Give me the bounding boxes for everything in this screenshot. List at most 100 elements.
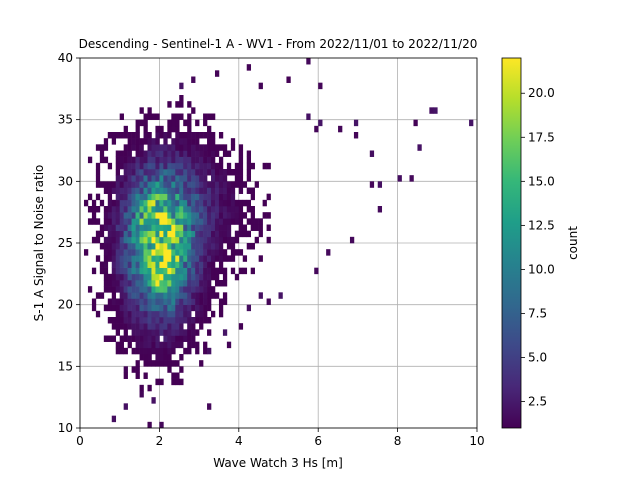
heatmap-cell: [207, 292, 212, 299]
heatmap-cell: [203, 175, 208, 182]
heatmap-cell: [167, 175, 172, 182]
heatmap-cell: [203, 341, 208, 349]
heatmap-cell: [199, 230, 204, 238]
heatmap-cell: [127, 255, 132, 262]
heatmap-cell: [179, 341, 184, 349]
heatmap-cell: [119, 206, 124, 213]
heatmap-cell: [87, 218, 93, 225]
heatmap-cell: [111, 249, 117, 256]
heatmap-cell: [314, 125, 319, 133]
heatmap-cell: [266, 193, 271, 201]
heatmap-cell: [238, 218, 244, 225]
heatmap-cell: [187, 335, 192, 342]
heatmap-cell: [218, 156, 224, 164]
heatmap-cell: [183, 335, 188, 342]
heatmap-cell: [191, 175, 196, 182]
heatmap-cell: [179, 175, 184, 182]
heatmap-cell: [195, 150, 200, 157]
heatmap-cell: [195, 292, 200, 299]
heatmap-cell: [203, 292, 208, 299]
heatmap-cell: [115, 255, 120, 262]
heatmap-cell: [187, 125, 192, 133]
heatmap-cell: [187, 236, 192, 244]
heatmap-cell: [167, 119, 172, 127]
heatmap-cell: [167, 249, 172, 256]
x-axis-label: Wave Watch 3 Hs [m]: [213, 456, 343, 470]
heatmap-cell: [123, 323, 128, 330]
heatmap-cell: [187, 286, 192, 293]
heatmap-cell: [147, 267, 152, 275]
heatmap-cell: [214, 150, 220, 157]
heatmap-cell: [207, 199, 212, 207]
heatmap-cell: [127, 286, 132, 293]
heatmap-cell: [203, 298, 208, 305]
heatmap-cell: [163, 335, 168, 342]
colorbar-tick-label: 10.0: [528, 262, 555, 276]
heatmap-cell: [159, 317, 164, 324]
heatmap-cell: [155, 280, 160, 287]
heatmap-cell: [131, 249, 136, 256]
heatmap-cell: [254, 224, 259, 231]
heatmap-cell: [119, 249, 124, 256]
heatmap-cell: [167, 323, 172, 330]
heatmap-cell: [195, 310, 200, 318]
heatmap-cell: [139, 224, 144, 231]
heatmap-cell: [155, 132, 160, 139]
heatmap-cell: [135, 162, 140, 170]
heatmap-cell: [143, 193, 148, 201]
heatmap-cell: [195, 162, 200, 170]
heatmap-cell: [353, 132, 359, 139]
heatmap-cell: [131, 298, 136, 305]
heatmap-cell: [306, 58, 311, 65]
heatmap-cell: [214, 218, 220, 225]
heatmap-cell: [143, 169, 148, 176]
heatmap-cell: [151, 113, 156, 120]
colorbar: 2.5 5.0 7.5 10.0 12.5 15.0 17.5 20.0 count: [501, 57, 580, 429]
heatmap-cell: [191, 292, 196, 299]
heatmap-cell: [433, 107, 438, 114]
heatmap-cell: [207, 403, 212, 410]
heatmap-cell: [135, 236, 140, 244]
heatmap-cell: [143, 323, 148, 330]
heatmap-cell: [175, 236, 180, 244]
heatmap-cell: [250, 193, 255, 201]
heatmap-cell: [135, 187, 140, 194]
x-tick-label: 8: [394, 434, 402, 448]
heatmap-cell: [115, 298, 120, 305]
heatmap-cell: [171, 372, 176, 379]
heatmap-cell: [143, 113, 148, 120]
heatmap-cell: [139, 304, 144, 312]
heatmap-cell: [167, 230, 172, 238]
heatmap-cell: [147, 304, 152, 312]
heatmap-cell: [183, 132, 188, 139]
heatmap-cell: [167, 243, 172, 250]
heatmap-cell: [99, 156, 105, 164]
heatmap-cell: [183, 236, 188, 244]
heatmap-cell: [167, 335, 172, 342]
heatmap-cell: [139, 218, 144, 225]
heatmap-cell: [139, 119, 144, 127]
heatmap-cell: [155, 230, 160, 238]
heatmap-cell: [119, 113, 124, 120]
heatmap-cell: [111, 138, 117, 145]
heatmap-cell: [226, 236, 232, 244]
heatmap-cell: [115, 329, 120, 336]
heatmap-cell: [230, 255, 236, 262]
heatmap-cell: [171, 236, 176, 244]
heatmap-cell: [222, 292, 228, 299]
heatmap-cell: [187, 341, 192, 349]
heatmap-cell: [191, 150, 196, 157]
heatmap-cell: [266, 298, 271, 305]
heatmap-cell: [155, 317, 160, 324]
heatmap-cell: [119, 181, 124, 188]
heatmap-cell: [147, 360, 152, 367]
heatmap-cell: [107, 230, 113, 238]
heatmap-cell: [171, 156, 176, 164]
heatmap-cell: [159, 144, 164, 151]
heatmap-cell: [123, 175, 128, 182]
heatmap-cell: [199, 280, 204, 287]
heatmap-cell: [151, 249, 156, 256]
heatmap-cell: [175, 224, 180, 231]
heatmap-cell: [187, 162, 192, 170]
heatmap-cell: [218, 212, 224, 219]
